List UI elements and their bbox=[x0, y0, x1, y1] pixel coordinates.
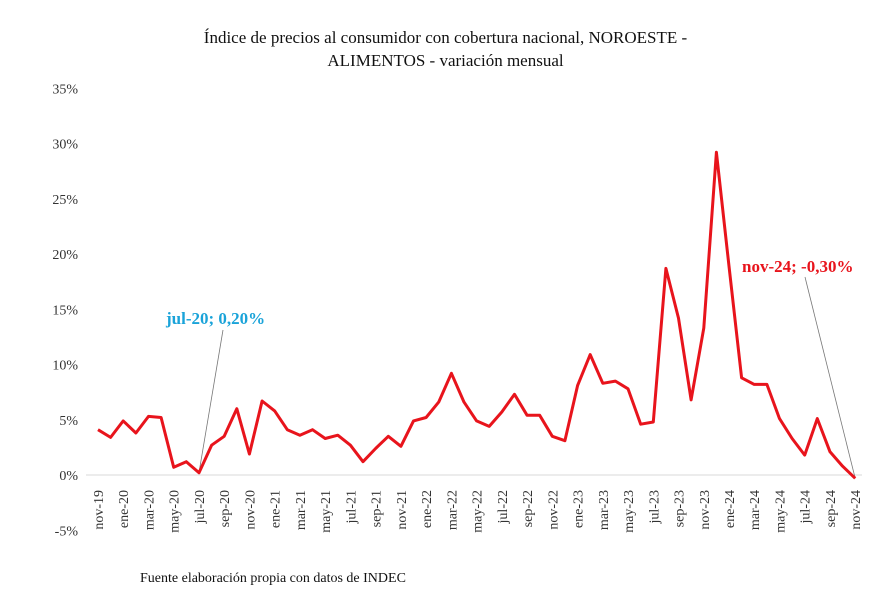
y-tick-label: 0% bbox=[59, 469, 78, 484]
x-tick-label: may-20 bbox=[168, 490, 183, 533]
x-tick-label: jul-24 bbox=[799, 490, 814, 524]
x-tick-label: mar-21 bbox=[294, 490, 309, 530]
x-tick-label: nov-21 bbox=[395, 490, 410, 530]
y-tick-label: 35% bbox=[52, 82, 78, 97]
x-tick-label: ene-22 bbox=[420, 490, 435, 528]
x-tick-label: mar-20 bbox=[142, 490, 157, 530]
x-tick-label: sep-20 bbox=[218, 490, 233, 527]
x-tick-label: jul-22 bbox=[496, 490, 511, 524]
y-tick-label: 25% bbox=[52, 193, 78, 208]
x-tick-label: nov-24 bbox=[849, 490, 864, 530]
x-tick-label: sep-22 bbox=[521, 490, 536, 527]
x-tick-label: jul-23 bbox=[647, 490, 662, 524]
x-tick-label: nov-19 bbox=[92, 490, 107, 530]
y-tick-label: 5% bbox=[59, 414, 78, 429]
x-tick-label: ene-20 bbox=[117, 490, 132, 528]
x-tick-label: sep-24 bbox=[824, 490, 839, 527]
chart-title: Índice de precios al consumidor con cobe… bbox=[0, 26, 891, 72]
y-tick-label: 20% bbox=[52, 248, 78, 263]
x-tick-label: jul-21 bbox=[344, 490, 359, 524]
x-tick-label: ene-24 bbox=[723, 490, 738, 528]
x-tick-label: mar-23 bbox=[597, 490, 612, 530]
x-tick-label: ene-21 bbox=[269, 490, 284, 528]
x-tick-label: nov-22 bbox=[546, 490, 561, 530]
x-tick-label: mar-22 bbox=[445, 490, 460, 530]
x-tick-label: ene-23 bbox=[572, 490, 587, 528]
x-tick-label: nov-20 bbox=[243, 490, 258, 530]
x-tick-label: may-21 bbox=[319, 490, 334, 533]
annotation-nov-24: nov-24; -0,30% bbox=[742, 257, 853, 276]
source-note: Fuente elaboración propia con datos de I… bbox=[140, 571, 406, 586]
y-tick-label: 10% bbox=[52, 359, 78, 374]
x-tick-label: may-22 bbox=[471, 490, 486, 533]
x-tick-label: mar-24 bbox=[748, 490, 763, 530]
x-tick-label: may-24 bbox=[773, 490, 788, 533]
y-tick-label: 30% bbox=[52, 138, 78, 153]
annotation-leader-line bbox=[804, 276, 856, 479]
y-tick-label: -5% bbox=[55, 524, 79, 539]
annotation-leader-line bbox=[198, 329, 224, 473]
chart-title-line1: Índice de precios al consumidor con cobe… bbox=[203, 28, 688, 47]
y-tick-label: 15% bbox=[52, 303, 78, 318]
x-tick-label: sep-23 bbox=[673, 490, 688, 527]
x-tick-label: jul-20 bbox=[193, 490, 208, 524]
x-tick-label: nov-23 bbox=[698, 490, 713, 530]
chart-title-line2: ALIMENTOS - variación mensual bbox=[327, 51, 564, 70]
x-tick-label: may-23 bbox=[622, 490, 637, 533]
annotation-jul-20: jul-20; 0,20% bbox=[165, 309, 265, 328]
x-tick-label: sep-21 bbox=[370, 490, 385, 527]
